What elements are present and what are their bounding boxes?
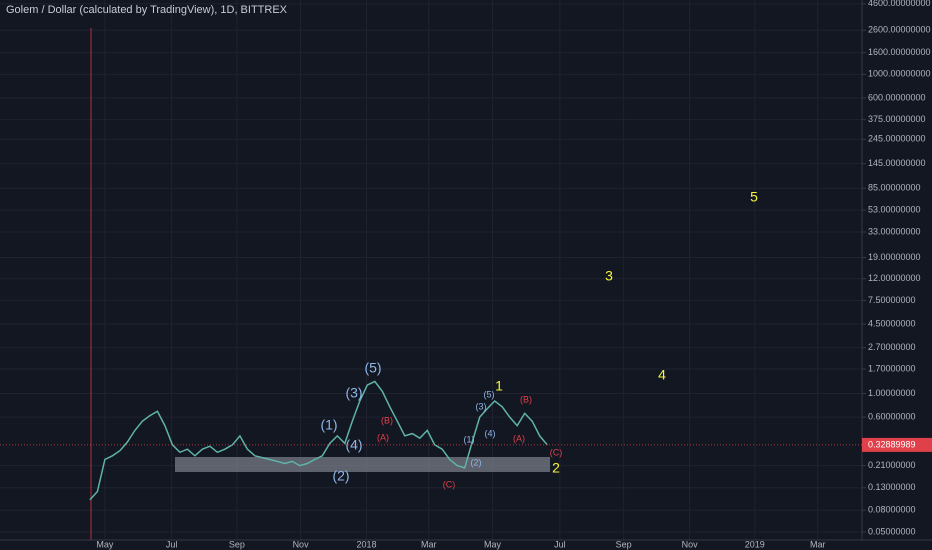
x-tick-label: May — [96, 539, 114, 549]
y-tick-label: 2.70000000 — [868, 342, 916, 352]
y-tick-label: 0.60000000 — [868, 412, 916, 422]
wave-label: 5 — [750, 189, 758, 205]
wave-label: (2) — [471, 457, 482, 467]
y-tick-label: 1600.00000000 — [868, 47, 931, 57]
last-price-label: 0.32889989 — [868, 439, 916, 449]
y-tick-label: 0.21000000 — [868, 460, 916, 470]
y-tick-label: 53.00000000 — [868, 204, 921, 214]
x-tick-label: 2018 — [357, 539, 377, 549]
wave-label: (5) — [484, 389, 495, 399]
y-tick-label: 19.00000000 — [868, 252, 921, 262]
y-tick-label: 145.00000000 — [868, 158, 926, 168]
wave-label: (A) — [513, 433, 525, 443]
y-tick-label: 85.00000000 — [868, 183, 921, 193]
x-tick-label: 2019 — [745, 539, 765, 549]
y-tick-label: 4.50000000 — [868, 318, 916, 328]
y-tick-label: 245.00000000 — [868, 134, 926, 144]
wave-label: (1) — [320, 417, 337, 433]
wave-label: (A) — [377, 432, 389, 442]
wave-label: 4 — [658, 367, 666, 383]
x-tick-label: Mar — [810, 539, 826, 549]
y-tick-label: 600.00000000 — [868, 92, 926, 102]
y-tick-label: 12.00000000 — [868, 273, 921, 283]
wave-label: (4) — [485, 428, 496, 438]
x-tick-label: Jul — [554, 539, 566, 549]
y-tick-label: 1000.00000000 — [868, 69, 931, 79]
x-tick-label: Nov — [682, 539, 699, 549]
y-tick-label: 33.00000000 — [868, 226, 921, 236]
wave-label: (3) — [476, 401, 487, 411]
y-tick-label: 7.50000000 — [868, 295, 916, 305]
y-tick-label: 0.08000000 — [868, 505, 916, 515]
x-tick-label: May — [484, 539, 502, 549]
support-zone — [175, 457, 550, 472]
x-tick-label: Jul — [166, 539, 178, 549]
wave-label: 2 — [552, 460, 560, 476]
wave-label: 3 — [605, 268, 613, 284]
y-tick-label: 1.70000000 — [868, 363, 916, 373]
wave-label: (2) — [332, 468, 349, 484]
wave-label: (C) — [550, 447, 563, 457]
wave-label: 1 — [495, 378, 503, 394]
wave-label: (3) — [345, 385, 362, 401]
price-line — [89, 380, 548, 501]
y-tick-label: 2600.00000000 — [868, 25, 931, 35]
y-tick-label: 0.13000000 — [868, 482, 916, 492]
last-price-tag — [862, 437, 932, 452]
x-tick-label: Sep — [616, 539, 632, 549]
wave-label: (B) — [381, 415, 393, 425]
wave-label: (B) — [520, 394, 532, 404]
wave-label: (1) — [464, 434, 475, 444]
y-tick-label: 375.00000000 — [868, 114, 926, 124]
y-tick-label: 0.05000000 — [868, 526, 916, 536]
x-tick-label: Sep — [229, 539, 245, 549]
chart-title: Golem / Dollar (calculated by TradingVie… — [6, 4, 288, 16]
y-tick-label: 4600.00000000 — [868, 0, 931, 8]
y-tick-label: 1.00000000 — [868, 388, 916, 398]
x-tick-label: Mar — [421, 539, 437, 549]
wave-label: (C) — [443, 479, 456, 489]
wave-label: (5) — [364, 360, 381, 376]
wave-label: (4) — [345, 437, 362, 453]
x-tick-label: Nov — [293, 539, 310, 549]
